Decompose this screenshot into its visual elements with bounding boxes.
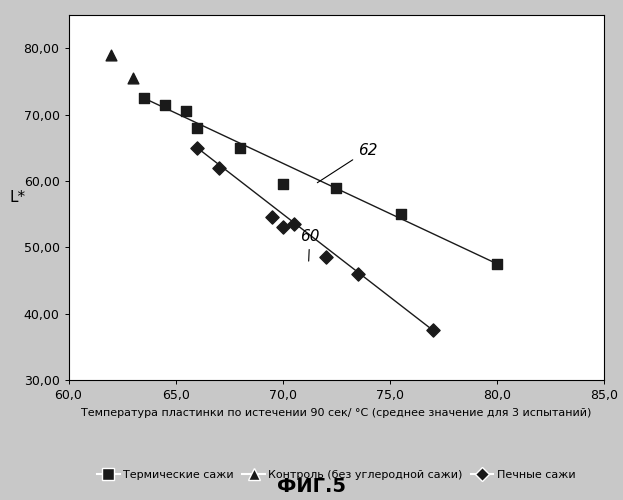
Термические сажи bbox=[160, 100, 170, 108]
Печные сажи bbox=[192, 144, 202, 152]
Термические сажи bbox=[278, 180, 288, 188]
Печные сажи bbox=[214, 164, 224, 172]
Text: 62: 62 bbox=[317, 142, 378, 182]
Термические сажи bbox=[331, 184, 341, 192]
Y-axis label: L*: L* bbox=[10, 190, 26, 205]
Термические сажи bbox=[396, 210, 406, 218]
Text: 60: 60 bbox=[300, 229, 320, 261]
Печные сажи bbox=[353, 270, 363, 278]
Legend: Термические сажи, Контроль (без углеродной сажи), Печные сажи: Термические сажи, Контроль (без углеродн… bbox=[93, 465, 580, 484]
X-axis label: Температура пластинки по истечении 90 сек/ °C (среднее значение для 3 испытаний): Температура пластинки по истечении 90 се… bbox=[81, 408, 592, 418]
Печные сажи bbox=[278, 224, 288, 232]
Печные сажи bbox=[288, 220, 298, 228]
Термические сажи bbox=[235, 144, 245, 152]
Печные сажи bbox=[321, 253, 331, 261]
Контроль (без углеродной сажи) bbox=[128, 74, 138, 82]
Печные сажи bbox=[428, 326, 438, 334]
Text: ФИГ.5: ФИГ.5 bbox=[277, 478, 346, 496]
Термические сажи bbox=[181, 107, 191, 115]
Термические сажи bbox=[192, 124, 202, 132]
Печные сажи bbox=[267, 214, 277, 222]
Термические сажи bbox=[492, 260, 502, 268]
Контроль (без углеродной сажи) bbox=[107, 51, 117, 59]
Термические сажи bbox=[138, 94, 148, 102]
